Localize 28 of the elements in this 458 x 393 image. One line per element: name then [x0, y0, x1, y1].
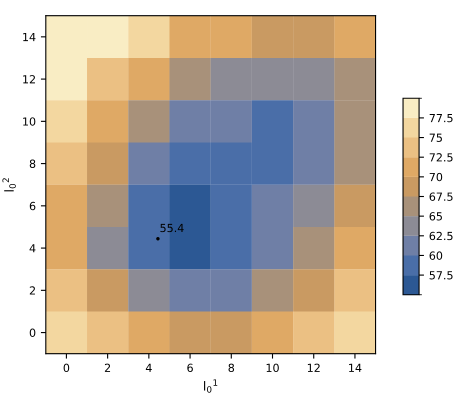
y-tick-label: 4	[30, 244, 36, 252]
x-tick-label: 0	[64, 364, 70, 372]
y-tick-label: 14	[23, 32, 36, 42]
x-tick-label: 14	[349, 364, 362, 372]
y-tick-label: 12	[23, 75, 35, 84]
color-bar-label: 72.5	[430, 153, 453, 162]
color-bar-label: 70	[430, 172, 442, 182]
y-tick-label: 2	[30, 286, 35, 295]
color-bar-label: 65	[430, 212, 442, 221]
y-tick-label: 6	[30, 202, 36, 210]
color-bar-label: 67.5	[430, 192, 453, 201]
y-tick-label: 0	[30, 328, 36, 337]
color-bar-label: 62.5	[430, 232, 453, 240]
x-tick-label: 6	[187, 364, 193, 372]
y-axis-title: l$_{0}$$^{2}$	[2, 178, 16, 192]
annotation: 55.4	[160, 224, 184, 232]
color-bar-label: 57.5	[430, 271, 453, 280]
color-bar-label: 60	[430, 251, 442, 260]
y-tick-label: 10	[23, 117, 36, 126]
x-tick-label: 8	[228, 364, 234, 372]
color-bar-label: 75	[430, 134, 442, 142]
x-tick-label: 12	[308, 364, 320, 372]
x-tick-label: 4	[146, 364, 152, 372]
x-tick-label: 2	[104, 364, 110, 372]
color-bar-label: 77.5	[430, 114, 453, 122]
x-axis-title: l$_{0}$$^{1}$	[204, 379, 218, 393]
y-tick-label: 8	[30, 160, 36, 168]
x-tick-label: 10	[266, 364, 279, 372]
